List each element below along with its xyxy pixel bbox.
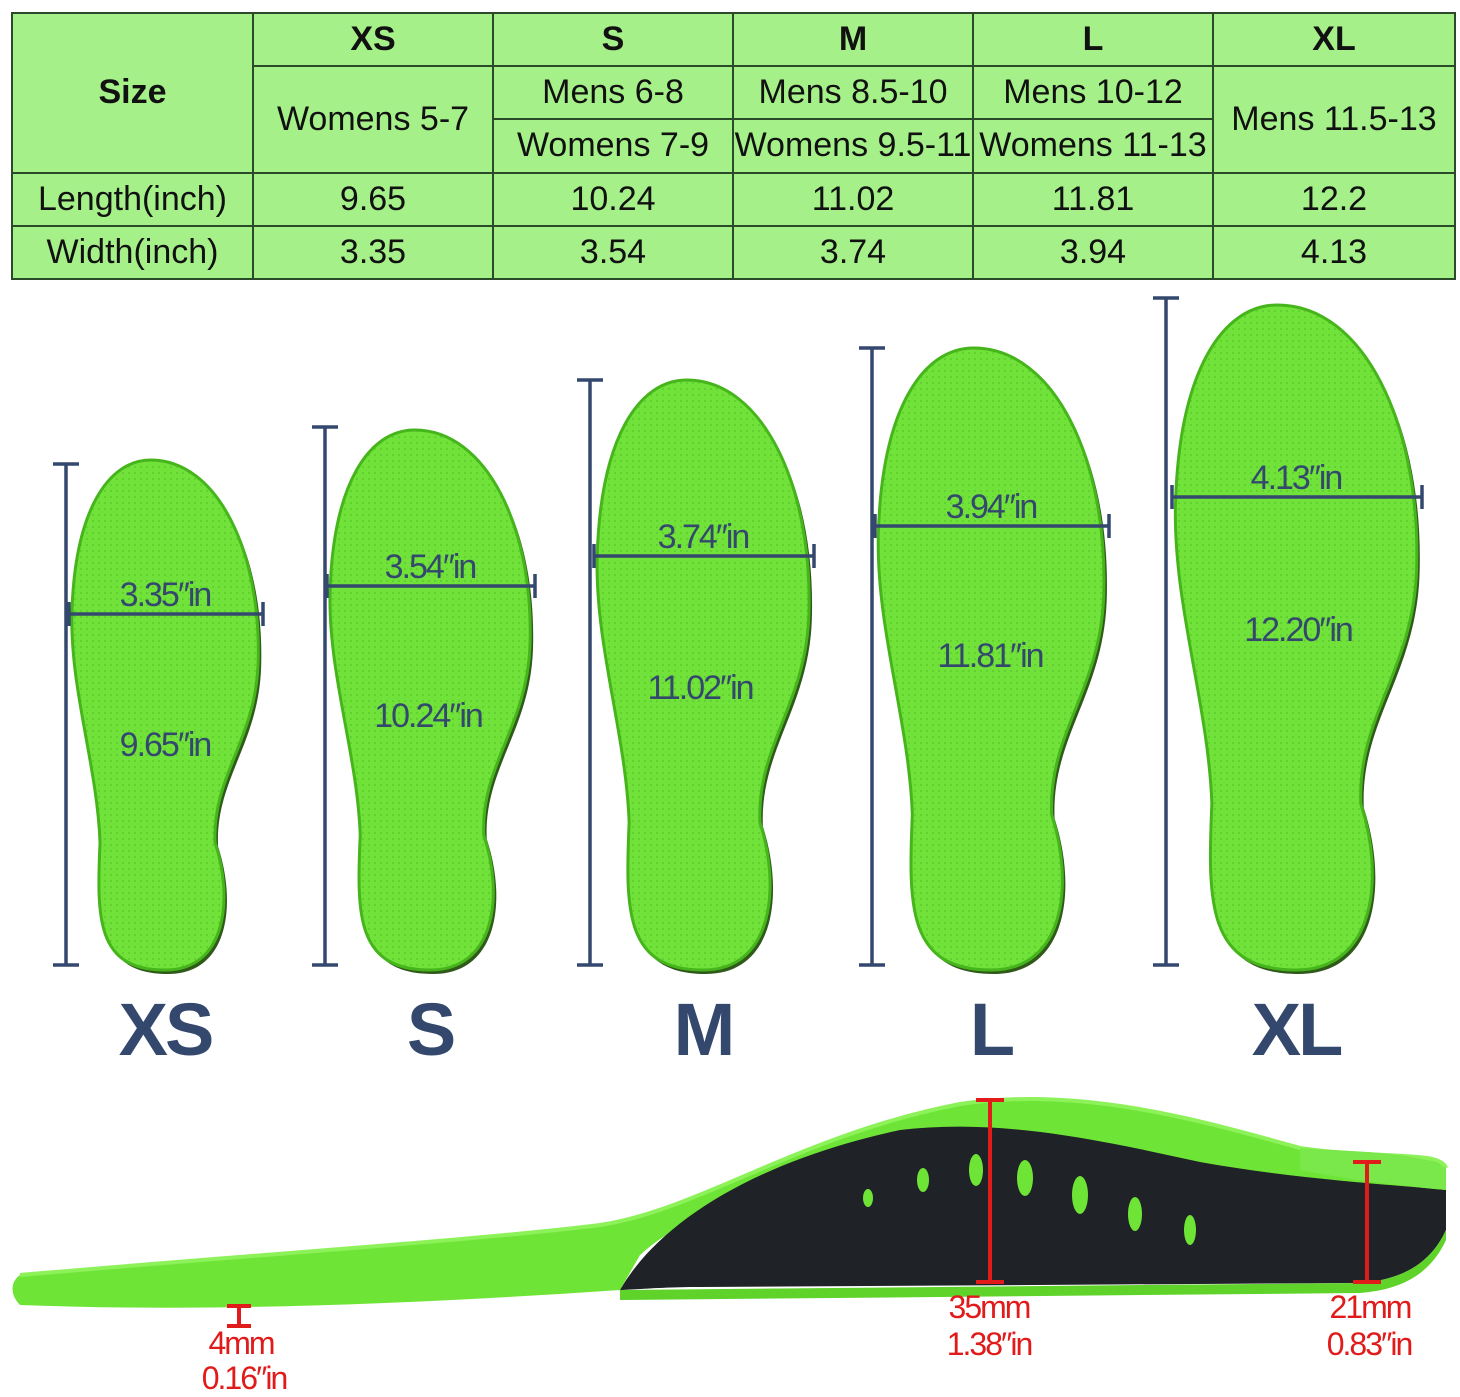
size-l-header: L (972, 11, 1214, 68)
size-letter: XL (1252, 988, 1341, 1071)
width-label: 3.94″in (946, 488, 1037, 526)
insole-s: 3.54″in 10.24″in S (312, 425, 537, 1071)
width-measure-line (592, 544, 816, 568)
size-chart-table: Size XS S M L XL Womens 5-7 Mens 6-8 Men… (11, 11, 1456, 281)
size-xl-header: XL (1212, 11, 1456, 68)
length-m: 11.02 (732, 171, 974, 227)
size-xl-mens: Mens 11.5-13 (1212, 65, 1456, 174)
length-xl: 12.2 (1212, 171, 1456, 227)
heel-height-inch: 0.83″in (1327, 1326, 1412, 1362)
length-row-label: Length(inch) (11, 171, 254, 227)
size-m-womens: Womens 9.5-11 (732, 118, 974, 174)
size-s-header: S (492, 11, 734, 68)
insole-xl: 4.13″in 12.20″in XL (1153, 296, 1424, 1071)
toe-thickness-mm: 4mm (208, 1325, 273, 1361)
insole-outline (70, 458, 260, 972)
size-letter: XS (119, 988, 212, 1071)
length-xs: 9.65 (252, 171, 494, 227)
width-label: 4.13″in (1251, 459, 1342, 497)
length-label: 12.20″in (1244, 611, 1352, 649)
size-xs-womens: Womens 5-7 (252, 65, 494, 174)
width-xs: 3.35 (252, 224, 494, 281)
insole-outline (1173, 303, 1419, 972)
insole-size-figure: 3.35″in 9.65″in XS 3.54″in 10.24″in S 3.74″in 1… (53, 296, 1424, 1071)
thickness-markers (227, 1098, 1381, 1328)
side-insole-body (12, 1097, 1448, 1308)
heel-height-mm: 21mm (1330, 1289, 1411, 1325)
width-row-label: Width(inch) (11, 224, 254, 281)
length-label: 11.81″in (937, 637, 1042, 675)
width-m: 3.74 (732, 224, 974, 281)
size-letter: M (674, 988, 733, 1071)
size-l-womens: Womens 11-13 (972, 118, 1214, 174)
toe-thickness-inch: 0.16″in (202, 1360, 287, 1396)
size-s-womens: Womens 7-9 (492, 118, 734, 174)
width-measure-line (67, 602, 265, 626)
insole-l: 3.94″in 11.81″in L (859, 346, 1111, 1071)
length-label: 11.02″in (647, 669, 752, 707)
width-label: 3.35″in (120, 576, 211, 614)
length-s: 10.24 (492, 171, 734, 227)
size-letter: S (407, 988, 454, 1071)
width-s: 3.54 (492, 224, 734, 281)
width-label: 3.74″in (658, 518, 749, 556)
width-xl: 4.13 (1212, 224, 1456, 281)
arch-height-mm: 35mm (949, 1289, 1030, 1325)
width-l: 3.94 (972, 224, 1214, 281)
size-header-cell: Size (11, 12, 254, 174)
size-m-mens: Mens 8.5-10 (732, 65, 974, 121)
length-ruler (577, 378, 603, 967)
length-label: 9.65″in (120, 726, 211, 764)
size-xs-header: XS (252, 11, 494, 68)
arch-height-inch: 1.38″in (947, 1326, 1032, 1362)
length-ruler (859, 346, 885, 967)
insole-outline (328, 428, 532, 972)
insole-m: 3.74″in 11.02″in M (577, 378, 816, 1071)
size-letter: L (970, 988, 1013, 1071)
insole-xs: 3.35″in 9.65″in XS (53, 458, 265, 1071)
width-measure-line (873, 514, 1111, 538)
insole-outline (876, 346, 1106, 972)
width-measure-line (1170, 485, 1424, 509)
width-measure-line (325, 574, 537, 598)
length-ruler (1153, 296, 1179, 967)
insole-side-view: 4mm 0.16″in 35mm 1.38″in 21mm 0.83″in (12, 1097, 1448, 1396)
length-ruler (53, 462, 79, 967)
size-s-mens: Mens 6-8 (492, 65, 734, 121)
length-ruler (312, 425, 338, 967)
length-label: 10.24″in (374, 697, 482, 735)
size-m-header: M (732, 11, 974, 68)
width-label: 3.54″in (385, 548, 476, 586)
size-l-mens: Mens 10-12 (972, 65, 1214, 121)
length-l: 11.81 (972, 171, 1214, 227)
